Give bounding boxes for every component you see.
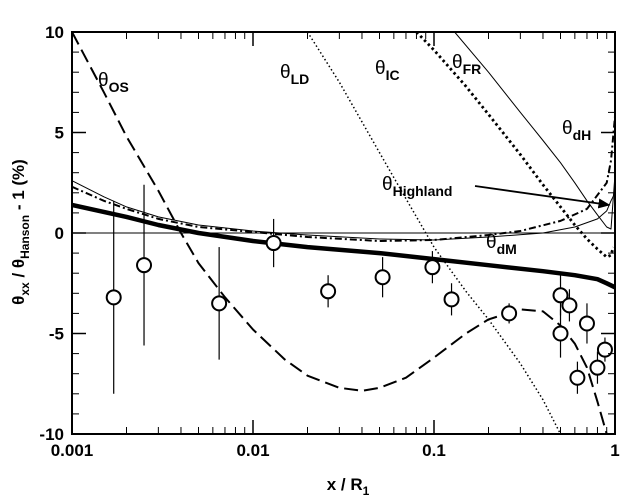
series-fr-label: θFR — [452, 52, 481, 77]
y-tick-label-4: 10 — [45, 23, 64, 42]
series-dm-line — [72, 202, 615, 290]
y-axis-title-p1: θ — [9, 296, 28, 305]
x-tick-label-0: 0.001 — [51, 441, 94, 460]
series-highland-line — [72, 180, 615, 241]
x-axis-title-sub: 1 — [363, 484, 370, 498]
y-axis-title-s1: xx — [18, 282, 32, 296]
x-tick-label-3: 1 — [610, 441, 619, 460]
y-tick-label-0: -10 — [39, 425, 64, 444]
measurement-point-11 — [561, 297, 578, 314]
y-axis-title-s2: Hanson — [18, 215, 32, 259]
series-os-label: θOS — [98, 70, 129, 95]
y-tick-label-2: 0 — [55, 224, 64, 243]
series-fr-line — [454, 32, 615, 230]
curve-labels: θOS θLD θIC θFR θdH θHighland θdM — [98, 52, 611, 257]
curves — [72, 32, 615, 434]
series-dh-line — [72, 116, 615, 242]
measurement-point-4 — [320, 283, 337, 300]
measurement-point-0 — [105, 289, 122, 306]
x-axis-title-main: x / R — [327, 475, 363, 494]
measurement-point-13 — [578, 315, 595, 332]
measurement-point-9 — [552, 287, 569, 304]
measurement-point-6 — [424, 259, 441, 276]
measurement-point-15 — [596, 341, 613, 358]
y-axis-title-p3: - 1 (%) — [9, 159, 28, 215]
series-ld-line — [306, 32, 562, 434]
measurement-point-8 — [501, 305, 518, 322]
measurement-point-1 — [136, 257, 153, 274]
series-ic-line — [415, 32, 615, 259]
series-highland-label: θHighland — [382, 174, 452, 199]
x-tick-label-2: 0.1 — [422, 441, 446, 460]
measurement-point-12 — [569, 369, 586, 386]
measurement-point-2 — [211, 295, 228, 312]
series-ld-label: θLD — [280, 62, 309, 87]
axis-ticks: 0.001 0.01 0.1 1 -10 -5 0 5 10 — [39, 23, 619, 460]
measurement-point-14 — [589, 359, 606, 376]
measurement-point-3 — [265, 235, 282, 252]
x-axis-title: x / R1 — [327, 475, 370, 498]
series-dh-label: θdH — [562, 118, 591, 143]
highland-arrow — [474, 185, 611, 209]
measurement-points — [105, 184, 613, 394]
x-tick-label-1: 0.01 — [236, 441, 269, 460]
measurement-point-10 — [552, 325, 569, 342]
series-ic-label: θIC — [375, 58, 400, 83]
y-axis-title: θxx / θHanson - 1 (%) — [9, 159, 32, 305]
y-tick-label-1: -5 — [49, 325, 64, 344]
measurement-point-7 — [443, 291, 460, 308]
y-tick-label-3: 5 — [55, 124, 64, 143]
measurement-point-5 — [374, 269, 391, 286]
series-dm-label: θdM — [486, 232, 517, 257]
y-axis-title-p2: / θ — [9, 259, 28, 282]
